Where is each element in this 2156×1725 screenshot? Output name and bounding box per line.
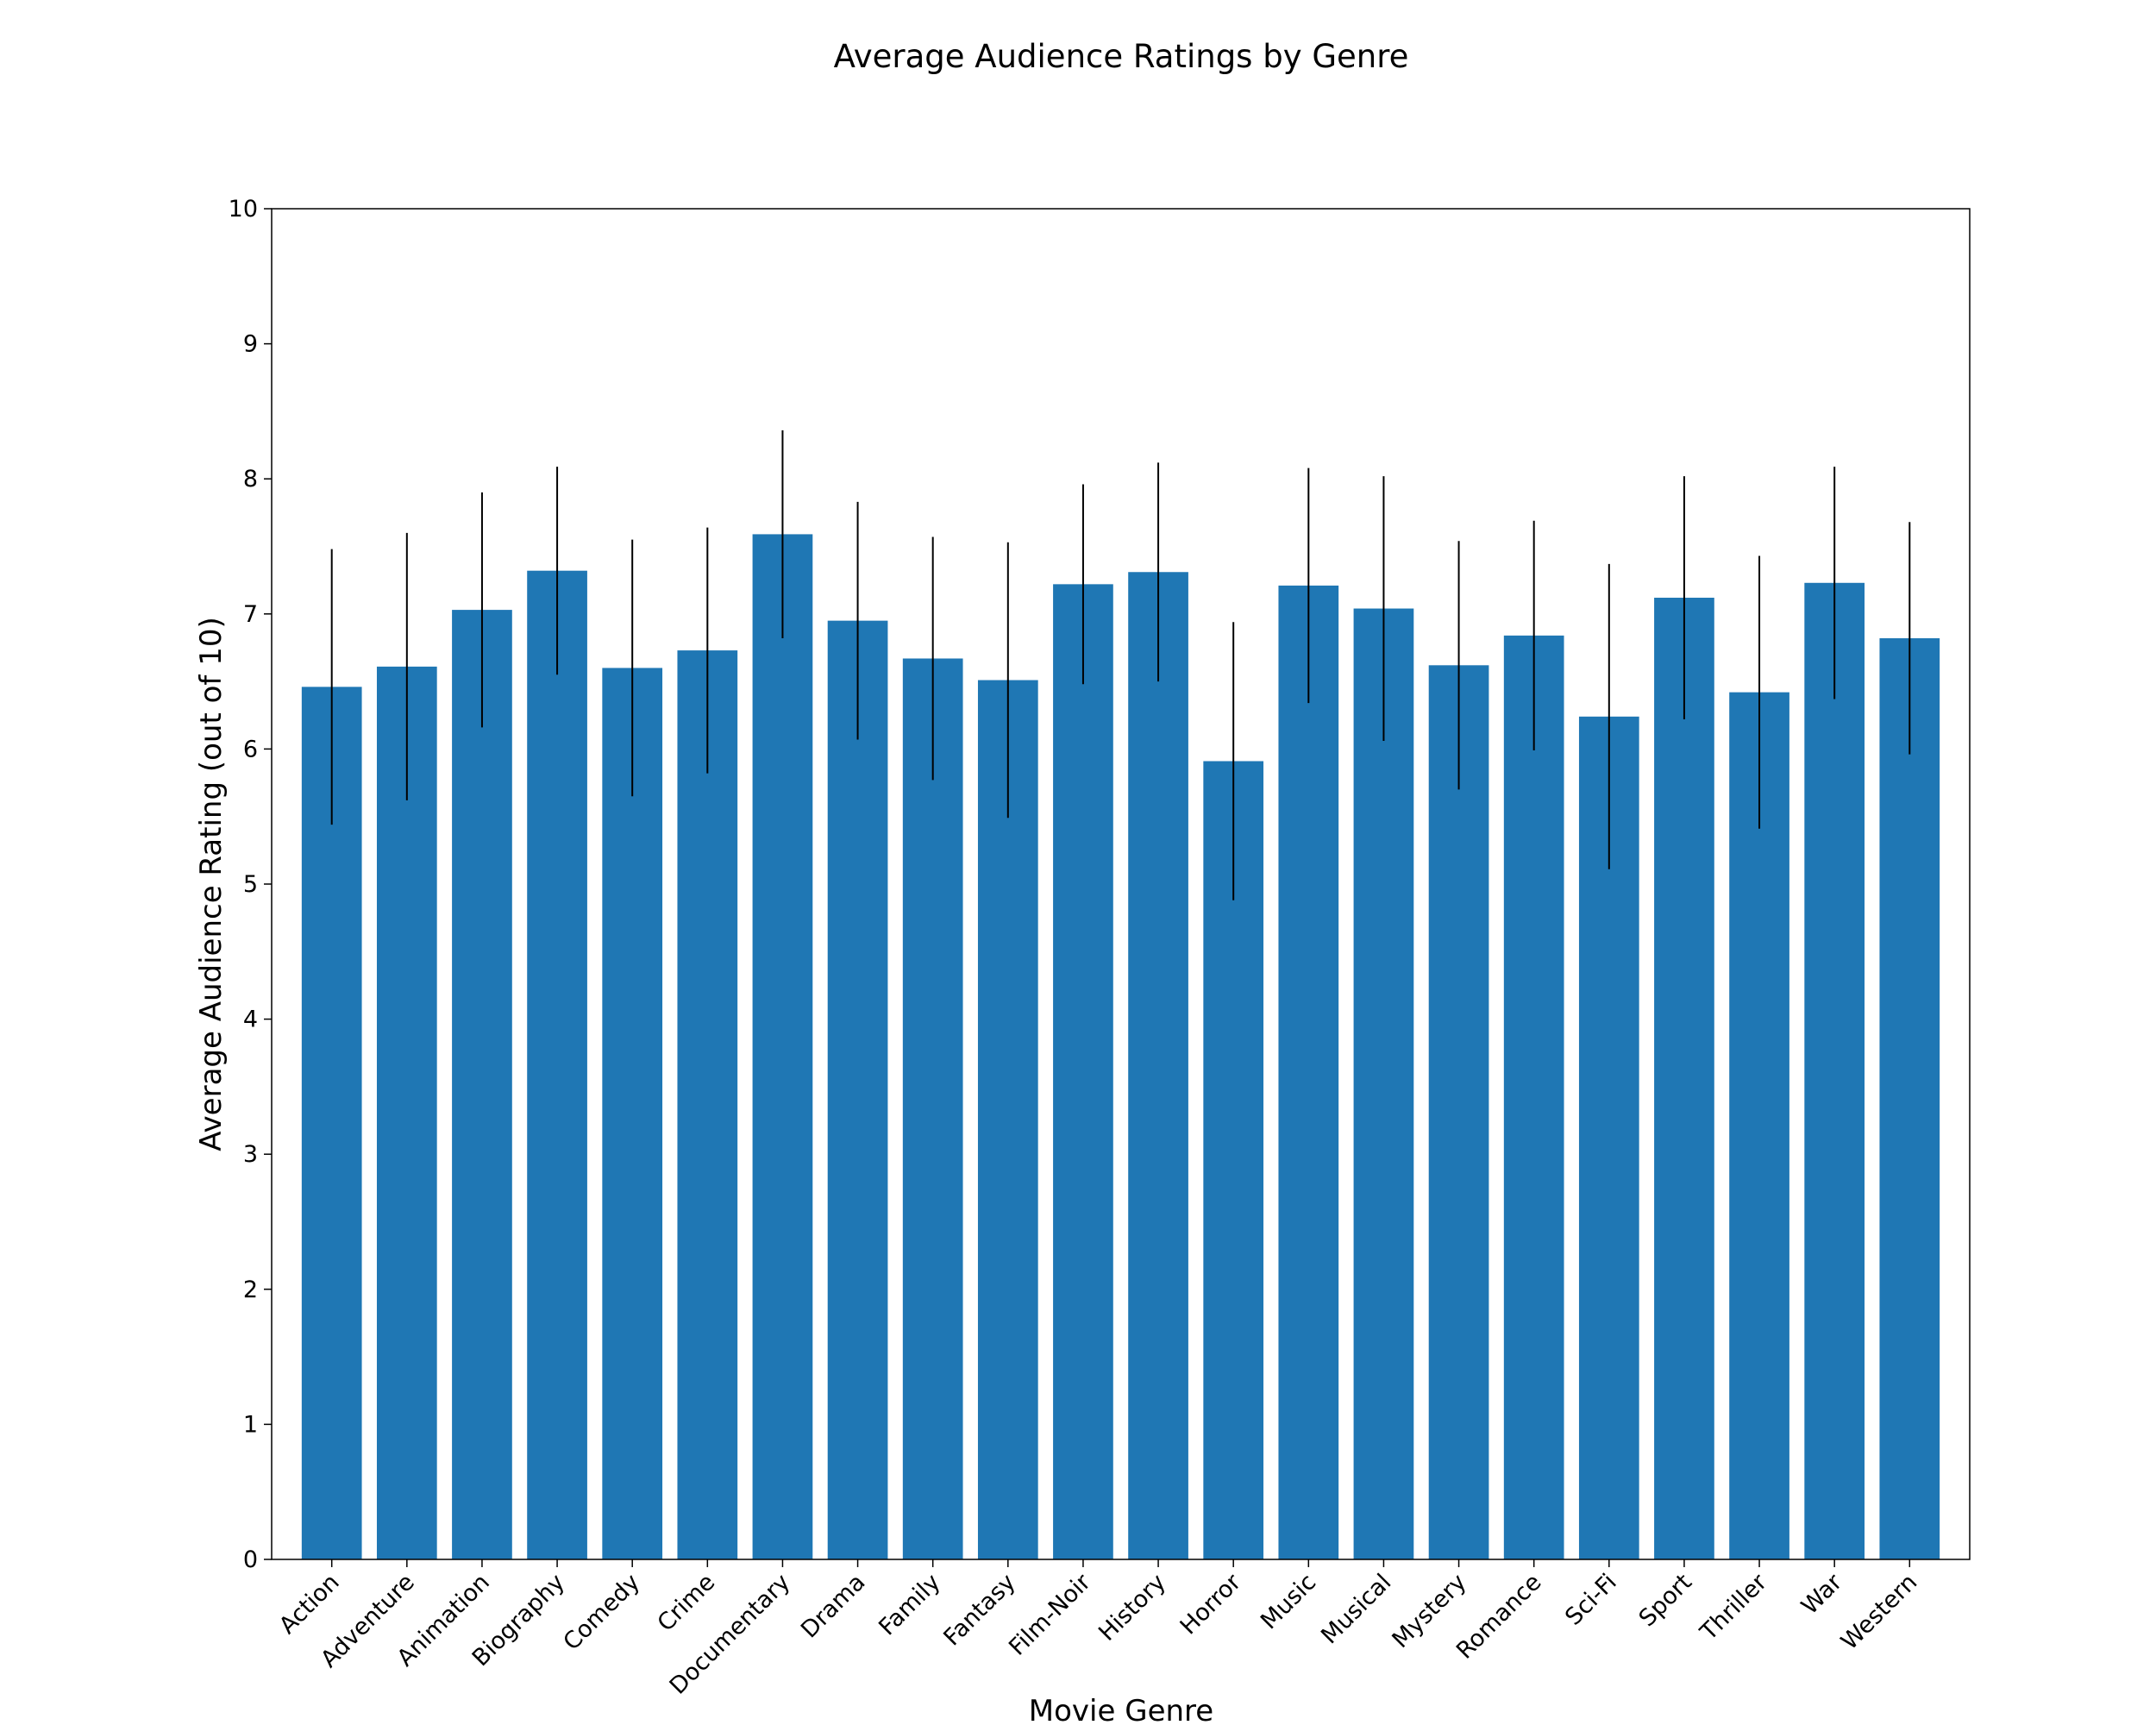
bar — [827, 620, 888, 1559]
bar — [527, 570, 587, 1559]
y-tick-label: 7 — [243, 601, 258, 628]
bar — [1053, 584, 1113, 1559]
bar — [1804, 582, 1865, 1559]
y-tick-label: 6 — [243, 736, 258, 762]
y-tick-label: 2 — [243, 1276, 258, 1303]
plot-area-frame — [271, 208, 1971, 1560]
bar — [1428, 665, 1489, 1559]
y-tick-label: 1 — [243, 1411, 258, 1438]
y-tick-label: 9 — [243, 331, 258, 358]
bar — [602, 668, 663, 1560]
bar — [1654, 598, 1714, 1559]
bar — [677, 650, 738, 1559]
bar — [752, 534, 813, 1559]
y-tick-label: 5 — [243, 871, 258, 898]
y-tick-label: 0 — [243, 1546, 258, 1573]
chart-title: Average Audience Ratings by Genre — [834, 38, 1409, 75]
y-tick-label: 3 — [243, 1141, 258, 1168]
bar — [301, 687, 362, 1559]
bar — [1278, 585, 1339, 1559]
bar — [452, 610, 512, 1559]
y-tick-label: 8 — [243, 466, 258, 492]
bar — [902, 658, 963, 1559]
x-axis-label: Movie Genre — [1029, 1694, 1213, 1725]
bar — [1729, 692, 1789, 1559]
bar — [977, 680, 1038, 1559]
y-tick-label: 4 — [243, 1007, 258, 1033]
bar — [1353, 608, 1414, 1559]
bar — [1879, 637, 1940, 1559]
bar — [1503, 635, 1564, 1560]
y-tick-label: 10 — [229, 196, 258, 223]
bar — [376, 666, 437, 1559]
y-axis-label: Average Audience Rating (out of 10) — [194, 617, 229, 1151]
bar — [1128, 572, 1188, 1559]
